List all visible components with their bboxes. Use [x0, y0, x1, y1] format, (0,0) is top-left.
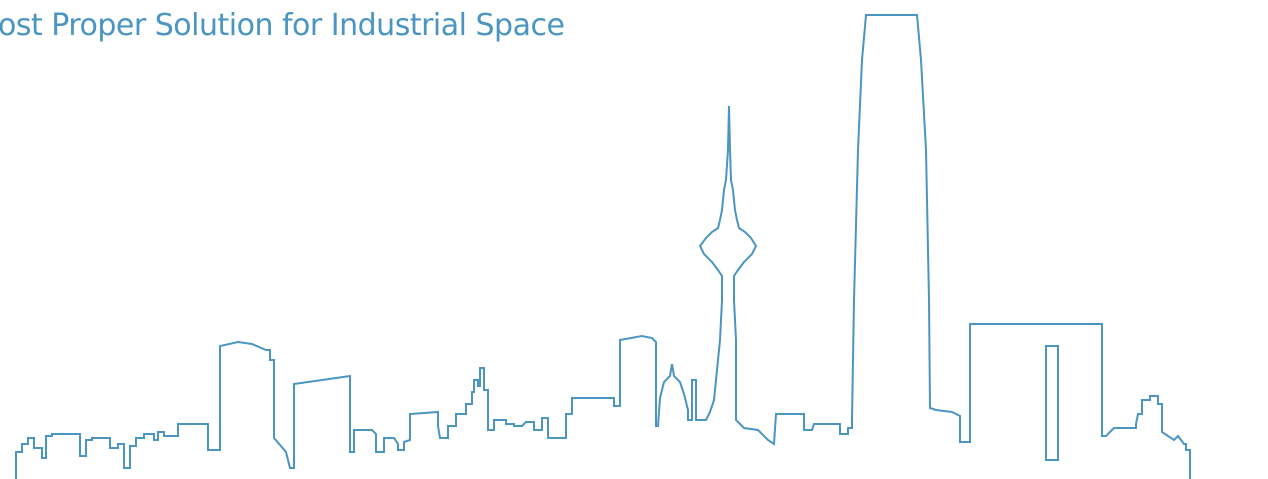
- arch-inner-pillar: [1045, 345, 1059, 461]
- skyline-outline: [15, 14, 1191, 479]
- headline-text: ost Proper Solution for Industrial Space: [0, 8, 565, 43]
